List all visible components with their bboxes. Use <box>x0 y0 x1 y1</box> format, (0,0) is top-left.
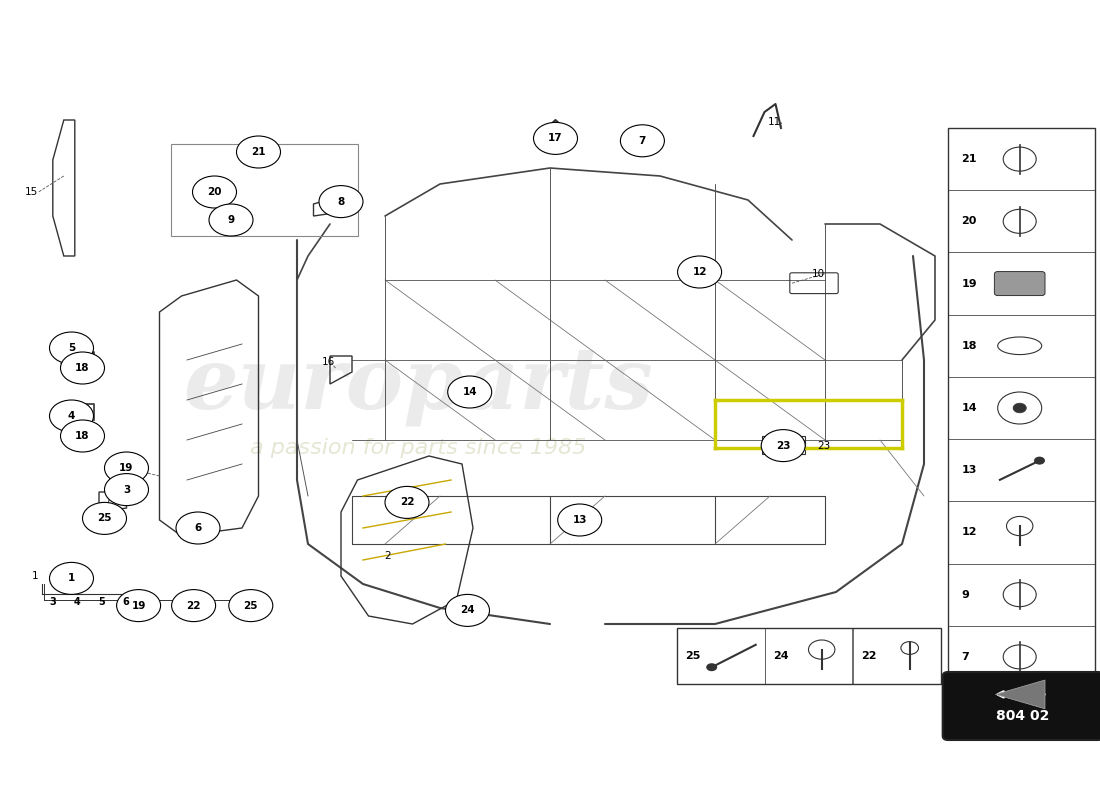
Circle shape <box>761 430 805 462</box>
Text: 24: 24 <box>460 606 475 615</box>
Text: 18: 18 <box>75 363 90 373</box>
Circle shape <box>117 590 161 622</box>
Text: 4: 4 <box>74 598 80 607</box>
Circle shape <box>385 486 429 518</box>
Text: 20: 20 <box>207 187 222 197</box>
Text: 23: 23 <box>817 441 830 450</box>
FancyBboxPatch shape <box>943 672 1100 740</box>
Text: 4: 4 <box>68 411 75 421</box>
Circle shape <box>558 504 602 536</box>
FancyBboxPatch shape <box>676 628 764 684</box>
Text: 804 02: 804 02 <box>997 709 1049 723</box>
Text: 5: 5 <box>98 598 104 607</box>
Circle shape <box>82 502 126 534</box>
Text: 3: 3 <box>50 598 56 607</box>
Text: 14: 14 <box>462 387 477 397</box>
FancyBboxPatch shape <box>948 253 1094 314</box>
Text: 11: 11 <box>768 117 781 126</box>
Text: 6: 6 <box>122 598 129 607</box>
Text: 5: 5 <box>68 343 75 353</box>
FancyBboxPatch shape <box>948 377 1094 439</box>
Circle shape <box>60 352 104 384</box>
FancyBboxPatch shape <box>948 626 1094 688</box>
Circle shape <box>448 376 492 408</box>
FancyBboxPatch shape <box>948 502 1094 563</box>
FancyBboxPatch shape <box>948 439 1094 502</box>
Text: 15: 15 <box>25 187 39 197</box>
Text: 18: 18 <box>961 341 977 350</box>
Text: 19: 19 <box>131 601 146 610</box>
FancyBboxPatch shape <box>852 628 940 684</box>
Text: 16: 16 <box>322 357 335 366</box>
Text: 19: 19 <box>119 463 134 473</box>
FancyBboxPatch shape <box>948 563 1094 626</box>
Circle shape <box>60 420 104 452</box>
Text: a passion for parts since 1985: a passion for parts since 1985 <box>250 438 586 458</box>
Circle shape <box>446 594 490 626</box>
Text: 21: 21 <box>961 154 977 164</box>
Text: 14: 14 <box>961 403 977 413</box>
FancyBboxPatch shape <box>948 314 1094 377</box>
Circle shape <box>706 663 717 671</box>
Text: 17: 17 <box>537 131 550 141</box>
Text: 25: 25 <box>685 651 701 661</box>
Circle shape <box>1034 457 1045 465</box>
Circle shape <box>50 332 94 364</box>
Circle shape <box>229 590 273 622</box>
Text: 17: 17 <box>548 134 563 143</box>
Text: 21: 21 <box>251 147 266 157</box>
Circle shape <box>236 136 280 168</box>
Text: 25: 25 <box>243 601 258 610</box>
Circle shape <box>620 125 664 157</box>
Text: 13: 13 <box>961 466 977 475</box>
Text: 6: 6 <box>195 523 201 533</box>
Text: 24: 24 <box>773 651 789 661</box>
Circle shape <box>50 400 94 432</box>
Text: 13: 13 <box>572 515 587 525</box>
Circle shape <box>104 474 148 506</box>
Text: 12: 12 <box>961 527 977 538</box>
Text: 22: 22 <box>861 651 877 661</box>
Circle shape <box>104 452 148 484</box>
Circle shape <box>209 204 253 236</box>
Circle shape <box>534 122 578 154</box>
Circle shape <box>192 176 236 208</box>
FancyBboxPatch shape <box>764 628 853 684</box>
Circle shape <box>319 186 363 218</box>
Text: 1: 1 <box>32 571 39 581</box>
Text: 3: 3 <box>123 485 130 494</box>
Text: 19: 19 <box>961 278 977 289</box>
Circle shape <box>678 256 722 288</box>
Text: 9: 9 <box>228 215 234 225</box>
Text: 20: 20 <box>961 216 977 226</box>
Text: 9: 9 <box>961 590 969 600</box>
Text: 8: 8 <box>338 197 344 206</box>
Text: 12: 12 <box>692 267 707 277</box>
Text: 1: 1 <box>68 574 75 583</box>
Circle shape <box>1013 403 1026 413</box>
Text: europarts: europarts <box>183 342 653 426</box>
FancyBboxPatch shape <box>994 271 1045 295</box>
Text: 18: 18 <box>75 431 90 441</box>
Circle shape <box>176 512 220 544</box>
Text: 23: 23 <box>776 441 791 450</box>
Text: 22: 22 <box>186 601 201 610</box>
Polygon shape <box>996 680 1045 709</box>
Circle shape <box>50 562 94 594</box>
Circle shape <box>172 590 216 622</box>
FancyBboxPatch shape <box>948 190 1094 253</box>
Text: 7: 7 <box>961 652 969 662</box>
Text: 7: 7 <box>639 136 646 146</box>
Text: 2: 2 <box>384 551 390 561</box>
Text: 22: 22 <box>399 498 415 507</box>
FancyBboxPatch shape <box>948 128 1094 190</box>
Text: 25: 25 <box>97 514 112 523</box>
Text: 10: 10 <box>812 269 825 278</box>
